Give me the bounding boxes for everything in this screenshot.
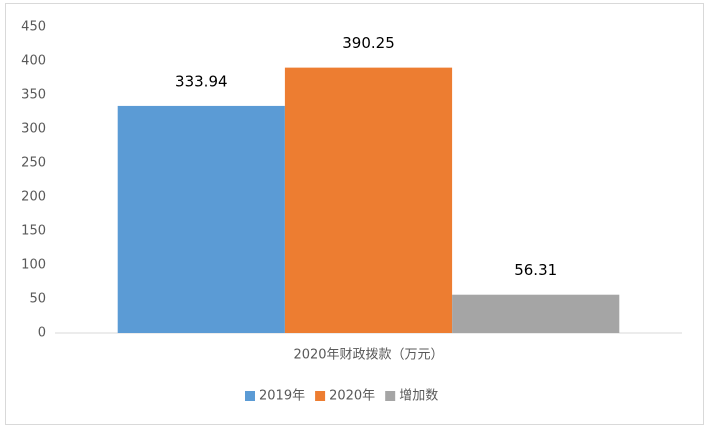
legend-label: 2019年 (259, 389, 305, 404)
data-label: 56.31 (514, 261, 557, 279)
y-tick-label: 100 (21, 258, 46, 273)
legend-label: 2020年 (329, 389, 375, 404)
y-tick-label: 350 (21, 88, 46, 103)
y-tick-label: 50 (29, 292, 46, 307)
y-tick-label: 250 (21, 156, 46, 171)
y-tick-label: 0 (38, 326, 46, 341)
y-tick-label: 400 (21, 54, 46, 69)
bar (452, 294, 620, 333)
data-label: 333.94 (175, 72, 228, 90)
y-tick-label: 300 (21, 122, 46, 137)
data-label: 390.25 (342, 34, 395, 52)
bar (117, 105, 285, 333)
y-tick-label: 200 (21, 190, 46, 205)
legend-label: 增加数 (399, 389, 438, 404)
legend-swatch (385, 391, 396, 401)
bar (284, 67, 453, 333)
x-tick-label: 2020年财政拨款（万元） (293, 348, 443, 363)
legend-swatch (315, 391, 326, 401)
legend-swatch (245, 391, 255, 401)
y-tick-label: 150 (21, 224, 46, 239)
y-tick-label: 450 (21, 20, 46, 35)
